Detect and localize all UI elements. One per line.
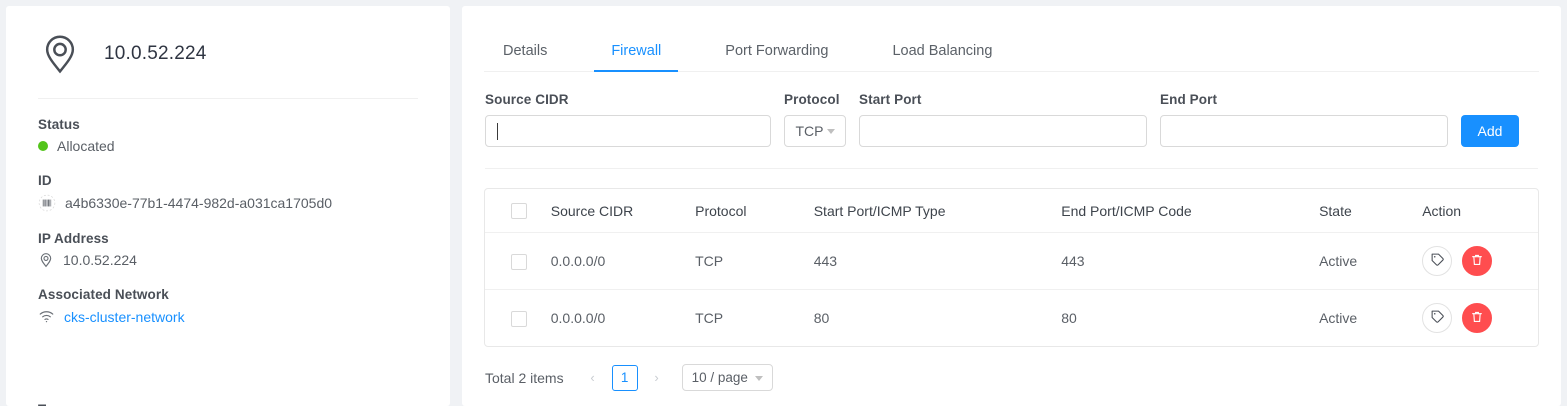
resource-detail-card: 10.0.52.224 Status Allocated ID [6,6,450,406]
resource-header: 10.0.52.224 [38,26,418,98]
form-group-start-port: Start Port [859,92,1147,147]
cell-end-port: 80 [1061,310,1077,327]
next-field-label-cutoff: T [38,402,46,406]
row-checkbox[interactable] [511,253,527,270]
tag-icon [1430,252,1445,270]
field-value-status: Allocated [38,138,418,154]
firewall-panel: Details Firewall Port Forwarding Load Ba… [462,6,1561,406]
text-caret [497,122,498,140]
tag-icon-button[interactable] [1422,246,1453,277]
pagination-total: Total 2 items [485,369,564,386]
source-cidr-input-wrapper[interactable] [485,115,771,147]
cell-protocol: TCP [695,310,724,327]
row-checkbox[interactable] [511,310,527,327]
chevron-down-icon [754,375,763,381]
field-label-status: Status [38,117,80,132]
field-label-ip-address: IP Address [38,231,109,246]
table-header-protocol: Protocol [687,189,806,234]
ip-address-value: 10.0.52.224 [63,252,137,268]
cell-actions [1414,232,1538,291]
tab-port-forwarding[interactable]: Port Forwarding [725,42,829,59]
delete-button[interactable] [1462,303,1493,334]
table-header-action: Action [1414,189,1538,234]
table-header-start-port: Start Port/ICMP Type [805,189,1054,234]
delete-button[interactable] [1462,246,1493,277]
select-all-checkbox[interactable] [511,203,527,220]
table-row: 0.0.0.0/0 TCP 443 443 Active [485,232,1538,291]
pagination-next-icon[interactable]: › [654,370,659,386]
cell-state: Active [1319,310,1358,327]
field-status: Status Allocated [38,117,418,154]
table-header-state: State [1311,189,1415,234]
chevron-down-icon [826,129,835,134]
row-select-cell [485,232,543,291]
form-group-end-port: End Port [1160,92,1448,147]
location-pin-icon [38,32,82,76]
resource-id-value: a4b6330e-77b1-4474-982d-a031ca1705d0 [65,195,333,211]
tab-load-balancing[interactable]: Load Balancing [892,42,993,59]
label-start-port: Start Port [859,92,922,107]
cell-start-port: 80 [813,310,830,327]
pagination-page-1[interactable]: 1 [611,364,638,391]
tab-firewall[interactable]: Firewall [594,43,679,72]
label-protocol: Protocol [784,92,840,107]
field-label-associated-network: Associated Network [38,287,169,302]
pagination: Total 2 items ‹ 1 › 10 / page [484,347,1539,392]
protocol-select[interactable]: TCP [784,115,846,147]
form-group-source-cidr: Source CIDR [485,92,771,147]
table-row: 0.0.0.0/0 TCP 80 80 Active [485,290,1538,346]
cell-actions [1414,290,1538,346]
table-header-select-all [485,189,543,234]
field-ip-address: IP Address 10.0.52.224 [38,231,418,268]
label-source-cidr: Source CIDR [485,92,569,107]
status-badge: Allocated [57,138,115,154]
page-size-select[interactable]: 10 / page [681,364,773,392]
wifi-icon [38,308,55,325]
field-associated-network: Associated Network cks-cluster-network [38,287,418,325]
form-table-divider [485,168,1538,169]
field-label-id: ID [38,173,52,188]
tag-icon-button[interactable] [1422,303,1453,334]
pagination-prev-icon[interactable]: ‹ [590,370,595,386]
field-value-ip-address: 10.0.52.224 [38,252,418,268]
header-divider [38,98,418,99]
page-title: 10.0.52.224 [104,43,207,64]
status-dot-icon [38,141,48,151]
delete-icon [1470,310,1484,327]
cell-end-port: 443 [1053,232,1312,291]
location-pin-small-icon [38,252,54,268]
add-rule-form: Source CIDR Protocol TCP Start Port End … [484,72,1539,147]
cell-state: Active [1311,232,1415,291]
associated-network-link[interactable]: cks-cluster-network [64,308,185,325]
table-header-source-cidr: Source CIDR [542,189,688,234]
add-rule-button[interactable]: Add [1461,115,1519,147]
form-group-protocol: Protocol TCP [784,92,846,147]
page-size-value: 10 / page [691,370,748,386]
tag-icon [1430,309,1445,327]
barcode-icon [38,194,56,212]
field-id: ID [38,173,418,212]
firewall-rules-table: Source CIDR Protocol Start Port/ICMP Typ… [484,188,1539,348]
field-value-id: a4b6330e-77b1-4474-982d-a031ca1705d0 [38,194,418,212]
table-header-row: Source CIDR Protocol Start Port/ICMP Typ… [485,189,1538,234]
end-port-input[interactable] [1160,115,1448,147]
table-header-end-port: End Port/ICMP Code [1053,189,1312,234]
tab-bar: Details Firewall Port Forwarding Load Ba… [484,16,1539,72]
row-select-cell [485,290,543,346]
start-port-input[interactable] [859,115,1147,147]
cell-source-cidr: 0.0.0.0/0 [542,232,688,291]
tab-details[interactable]: Details [503,42,548,59]
label-end-port: End Port [1160,92,1218,107]
field-value-associated-network: cks-cluster-network [38,308,418,325]
protocol-select-value: TCP [795,123,824,139]
cell-start-port: 443 [805,232,1054,291]
cell-source-cidr: 0.0.0.0/0 [550,310,606,327]
cell-protocol: TCP [687,232,806,291]
delete-icon [1470,253,1484,270]
